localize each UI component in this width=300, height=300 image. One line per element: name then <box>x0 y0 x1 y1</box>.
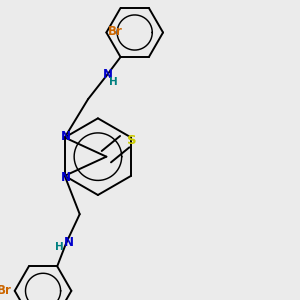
Text: Br: Br <box>0 284 11 297</box>
Text: N: N <box>61 130 71 143</box>
Text: H: H <box>109 77 118 87</box>
Text: N: N <box>103 68 113 81</box>
Text: S: S <box>127 134 137 148</box>
Text: Br: Br <box>108 25 123 38</box>
Text: H: H <box>55 242 63 253</box>
Text: N: N <box>61 171 71 184</box>
Text: N: N <box>64 236 74 249</box>
